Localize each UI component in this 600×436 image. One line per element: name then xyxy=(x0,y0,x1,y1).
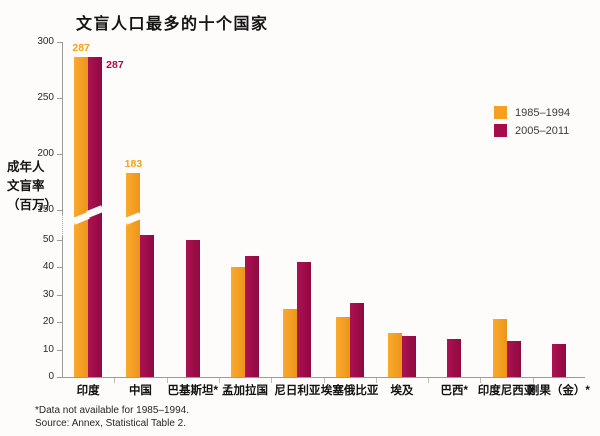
bar-1985–1994-孟加拉国 xyxy=(231,267,246,377)
x-axis-line xyxy=(62,377,585,378)
x-axis-label-4: 尼日利亚 xyxy=(274,385,321,397)
y-axis-line xyxy=(62,42,63,214)
y-axis-tick xyxy=(57,349,62,351)
bar-2005–2011-埃及 xyxy=(401,335,416,377)
x-axis-tick xyxy=(375,378,377,383)
y-axis-tick xyxy=(57,377,62,378)
footnote-data-availability: *Data not available for 1985–1994. xyxy=(35,405,190,416)
y-axis-tick xyxy=(57,267,62,269)
y-tick-label: 150 xyxy=(37,204,54,215)
y-tick-label: 30 xyxy=(42,288,54,300)
y-axis-tick xyxy=(57,240,62,241)
y-tick-label: 200 xyxy=(37,148,54,159)
x-axis-label-6: 埃及 xyxy=(390,385,414,397)
bar-2005–2011-巴西* xyxy=(447,338,462,377)
y-axis-title-line: 成年人 xyxy=(7,160,45,174)
bar-2005–2011-印度尼西亚 xyxy=(506,341,521,377)
x-axis-tick xyxy=(480,378,482,383)
bar-2005–2011-巴基斯坦* xyxy=(185,240,200,377)
bar-2005–2011-孟加拉国 xyxy=(245,256,260,377)
bar-value-label: 287 xyxy=(106,58,124,71)
bar-value-label: 183 xyxy=(124,158,143,171)
y-axis-title-line: 文盲率 xyxy=(7,179,45,193)
bar-1985–1994-印度尼西亚 xyxy=(492,319,507,377)
y-axis-tick xyxy=(57,210,62,211)
legend: 1985–1994 2005–2011 xyxy=(494,106,570,142)
footnote-source: Source: Annex, Statistical Table 2. xyxy=(35,418,187,429)
bar-1985–1994-尼日利亚 xyxy=(283,308,298,377)
x-axis-tick xyxy=(532,378,534,383)
y-axis-tick xyxy=(57,154,62,155)
x-axis-tick xyxy=(323,378,325,383)
y-axis-tick xyxy=(57,42,62,43)
y-tick-label: 0 xyxy=(48,371,54,382)
y-axis-title-line: （百万） xyxy=(7,198,58,212)
bar-1985–1994-中国 xyxy=(126,173,141,377)
y-axis-line xyxy=(62,236,63,377)
y-tick-label: 50 xyxy=(42,234,54,245)
y-axis-tick xyxy=(57,294,62,296)
legend-swatch-1985-1994 xyxy=(494,106,507,119)
y-axis-tick xyxy=(57,322,62,324)
y-tick-label: 40 xyxy=(42,261,54,273)
footnotes: *Data not available for 1985–1994. Sourc… xyxy=(35,404,189,430)
bar-2005–2011-中国 xyxy=(140,234,155,377)
bar-2005–2011-埃塞俄比亚 xyxy=(349,303,364,377)
bar-1985–1994-埃塞俄比亚 xyxy=(335,316,350,377)
bar-2005–2011-刚果（金）* xyxy=(551,344,566,377)
y-tick-label: 20 xyxy=(42,316,54,328)
x-axis-tick xyxy=(114,378,116,383)
x-axis-label-2: 巴基斯坦* xyxy=(167,385,218,397)
x-axis-label-7: 巴西* xyxy=(440,385,468,397)
x-axis-tick xyxy=(271,378,273,383)
legend-item-2005-2011: 2005–2011 xyxy=(494,124,570,137)
x-axis-label-3: 孟加拉国 xyxy=(222,385,269,397)
y-tick-label: 250 xyxy=(37,92,54,103)
bar-2005–2011-印度 xyxy=(88,56,103,377)
x-axis-tick xyxy=(428,378,430,383)
y-axis-break-marker xyxy=(62,214,64,236)
x-axis-label-0: 印度 xyxy=(76,385,100,397)
y-tick-label: 300 xyxy=(37,36,54,47)
y-axis-tick xyxy=(57,98,62,99)
x-axis-label-8: 印度尼西亚 xyxy=(477,385,536,397)
x-axis-label-9: 刚果（金）* xyxy=(527,385,590,397)
x-axis-tick xyxy=(166,378,168,383)
legend-item-1985-1994: 1985–1994 xyxy=(494,106,570,119)
y-tick-label: 10 xyxy=(42,343,54,355)
y-axis-title: 成年人 文盲率 （百万） xyxy=(7,158,57,215)
legend-swatch-2005-2011 xyxy=(494,124,507,137)
legend-label: 1985–1994 xyxy=(515,106,571,119)
x-axis-label-1: 中国 xyxy=(128,385,152,397)
bar-value-label: 287 xyxy=(72,41,90,54)
x-axis-tick xyxy=(218,378,220,383)
x-axis-label-5: 埃塞俄比亚 xyxy=(320,385,379,397)
bar-1985–1994-埃及 xyxy=(387,333,402,377)
legend-label: 2005–2011 xyxy=(515,124,570,137)
bar-2005–2011-尼日利亚 xyxy=(297,261,312,377)
chart-title: 文盲人口最多的十个国家 xyxy=(76,16,269,33)
